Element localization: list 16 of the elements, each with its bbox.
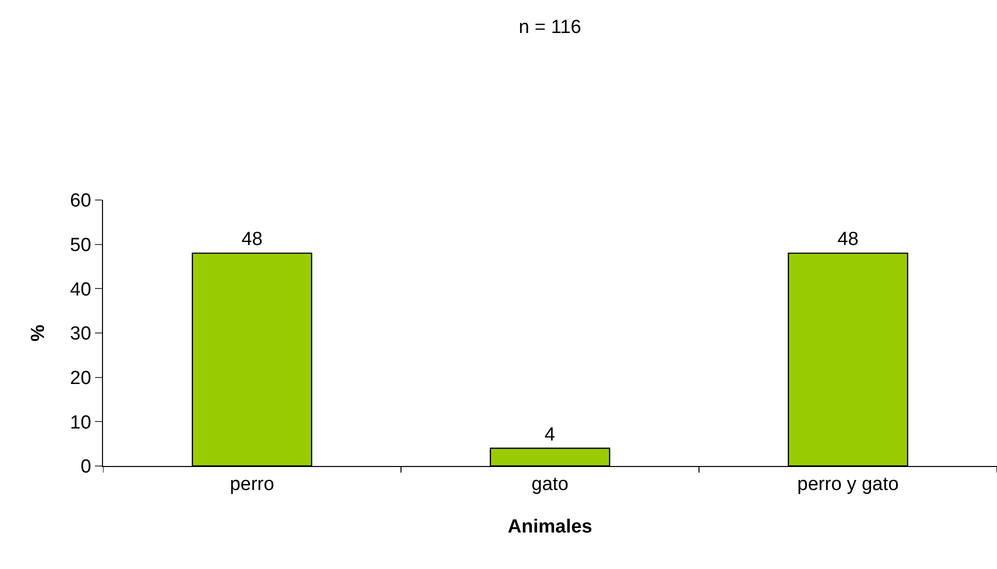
y-tick-label: 10	[70, 412, 92, 434]
x-tick-label: gato	[532, 474, 568, 495]
x-tick-label: perro y gato	[797, 474, 899, 495]
y-axis-title: %	[28, 324, 49, 342]
data-label: 48	[837, 229, 859, 250]
y-tick-label: 0	[80, 456, 92, 478]
y-tick-label: 50	[70, 234, 92, 256]
y-tick-label: 60	[70, 190, 92, 212]
data-label: 48	[241, 229, 263, 250]
data-label: 4	[544, 424, 556, 446]
x-axis-title: Animales	[508, 516, 592, 538]
y-tick-label: 30	[70, 324, 92, 345]
y-tick-label: 40	[70, 279, 92, 300]
chart-title: n = 116	[518, 17, 582, 38]
x-tick-label: perro	[230, 474, 274, 495]
y-tick-label: 20	[70, 368, 92, 389]
